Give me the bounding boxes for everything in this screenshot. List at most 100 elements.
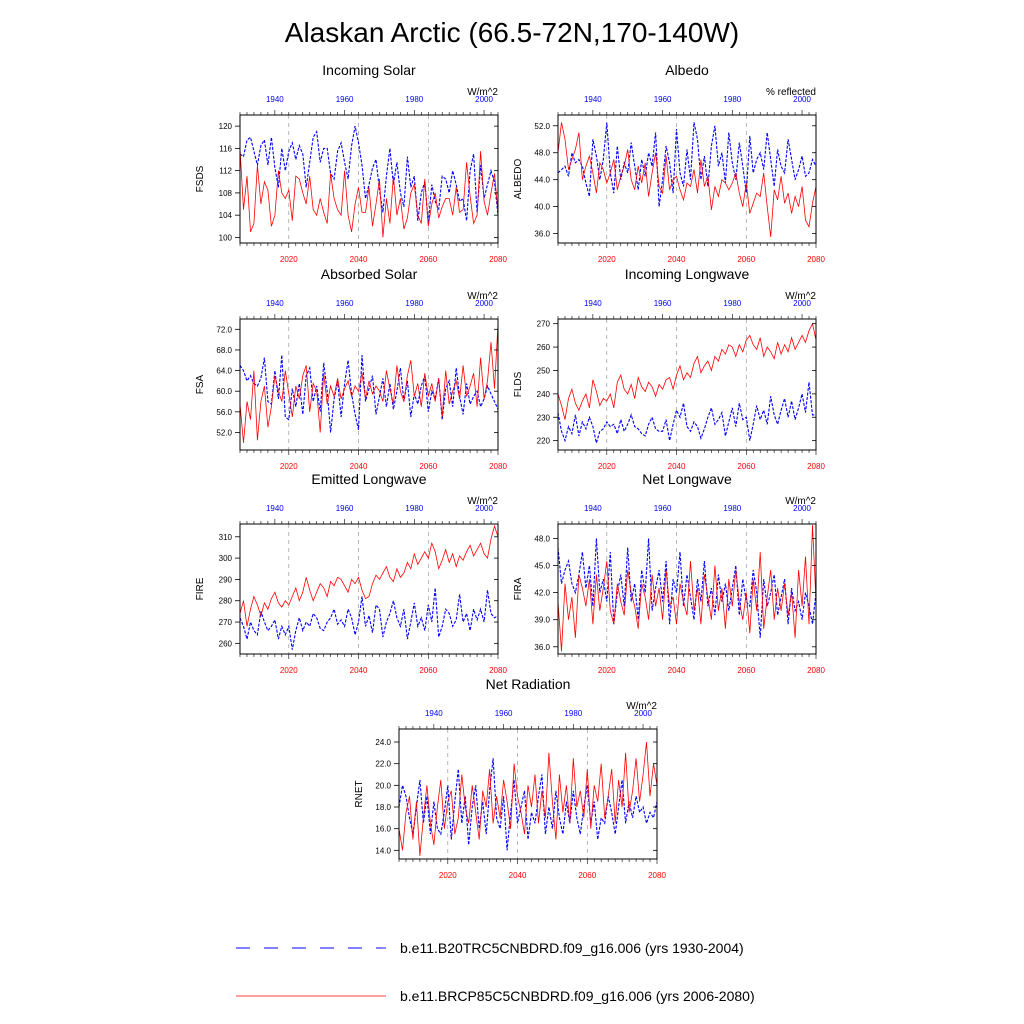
y-tick-label: 250 (537, 366, 551, 375)
top-axis-tick-label: 2000 (793, 95, 811, 104)
historical-series-line (239, 125, 499, 224)
top-axis-tick-label: 1960 (654, 504, 672, 513)
bottom-axis-tick-label: 2020 (280, 255, 298, 264)
historical-series-line (239, 587, 499, 650)
top-axis-tick-label: 1980 (405, 299, 423, 308)
top-axis-tick-label: 1940 (584, 504, 602, 513)
y-tick-label: 260 (537, 343, 551, 352)
legend: b.e11.B20TRC5CNBDRD.f09_g16.006 (yrs 193… (236, 940, 755, 1004)
top-axis-tick-label: 1960 (336, 95, 354, 104)
bottom-axis-tick-label: 2060 (737, 462, 755, 471)
y-tick-label: 270 (537, 320, 551, 329)
y-tick-label: 52.0 (216, 428, 232, 437)
y-axis-label: ALBEDO (513, 158, 524, 199)
top-axis-tick-label: 1960 (654, 299, 672, 308)
legend-label-future: b.e11.BRCP85C5CNBDRD.f09_g16.006 (yrs 20… (400, 988, 755, 1004)
bottom-axis-tick-label: 2060 (419, 255, 437, 264)
future-series-line (239, 324, 499, 443)
bottom-axis-tick-label: 2040 (350, 666, 368, 675)
top-axis-tick-label: 1980 (564, 709, 582, 718)
bottom-axis-tick-label: 2080 (807, 666, 825, 675)
y-tick-label: 56.0 (216, 408, 232, 417)
chart-panel-3: Absorbed Solar W/m^2 FSA 52.0 56.0 60.0 64.0 68… (195, 266, 507, 471)
chart-units: % reflected (766, 87, 816, 98)
bottom-axis-tick-label: 2020 (598, 462, 616, 471)
top-axis-tick-label: 2000 (475, 299, 493, 308)
chart-panel-1: Incoming Solar W/m^2 FSDS 100 104 108 112 116 12… (195, 62, 507, 264)
historical-series-line (557, 382, 816, 444)
y-tick-label: 14.0 (375, 846, 391, 855)
chart-units: W/m^2 (467, 87, 498, 98)
y-tick-label: 44.0 (534, 176, 550, 185)
figure-title: Alaskan Arctic (66.5-72N,170-140W) (285, 17, 739, 48)
top-axis-tick-label: 1960 (654, 95, 672, 104)
chart-title: Net Longwave (642, 471, 732, 487)
y-tick-label: 120 (219, 122, 233, 131)
chart-units: W/m^2 (467, 291, 498, 302)
top-axis-tick-label: 1960 (336, 299, 354, 308)
top-axis-tick-label: 1960 (336, 504, 354, 513)
top-axis-tick-label: 2000 (793, 504, 811, 513)
y-tick-label: 18.0 (375, 803, 391, 812)
top-axis-tick-label: 1960 (495, 709, 513, 718)
y-tick-label: 60.0 (216, 387, 232, 396)
bottom-axis-tick-label: 2080 (489, 462, 507, 471)
chart-units: W/m^2 (467, 496, 498, 507)
future-series-line (239, 148, 499, 238)
y-tick-label: 230 (537, 413, 551, 422)
chart-units: W/m^2 (626, 701, 657, 712)
bottom-axis-tick-label: 2040 (668, 255, 686, 264)
plot-frame (557, 318, 817, 451)
y-tick-label: 300 (219, 554, 233, 563)
top-axis-tick-label: 1980 (405, 504, 423, 513)
y-tick-label: 36.0 (534, 643, 550, 652)
future-series-line (398, 741, 658, 856)
y-axis-label: FSA (195, 374, 206, 394)
y-tick-label: 64.0 (216, 367, 232, 376)
bottom-axis-tick-label: 2080 (489, 666, 507, 675)
y-tick-label: 104 (219, 211, 233, 220)
future-series-line (239, 524, 499, 627)
y-tick-label: 40.0 (534, 203, 550, 212)
y-tick-label: 24.0 (375, 738, 391, 747)
y-tick-label: 16.0 (375, 825, 391, 834)
y-tick-label: 42.0 (534, 589, 550, 598)
top-axis-tick-label: 2000 (793, 299, 811, 308)
y-tick-label: 36.0 (534, 230, 550, 239)
y-tick-label: 72.0 (216, 325, 232, 334)
chart-units: W/m^2 (785, 496, 816, 507)
y-tick-label: 100 (219, 233, 233, 242)
future-series-line (557, 524, 817, 652)
top-axis-tick-label: 1980 (723, 299, 741, 308)
bottom-axis-tick-label: 2020 (598, 255, 616, 264)
bottom-axis-tick-label: 2060 (737, 666, 755, 675)
y-tick-label: 48.0 (534, 149, 550, 158)
chart-panel-5: Emitted Longwave W/m^2 FIRE 260 270 280 290 300… (195, 471, 507, 675)
top-axis-tick-label: 2000 (475, 95, 493, 104)
plot-frame (239, 318, 499, 451)
chart-title: Net Radiation (486, 676, 571, 692)
y-axis-label: FSDS (195, 165, 206, 192)
chart-title: Albedo (665, 62, 709, 78)
legend-label-historical: b.e11.B20TRC5CNBDRD.f09_g16.006 (yrs 193… (400, 940, 744, 956)
plot-frame (239, 114, 499, 244)
top-axis-tick-label: 1980 (723, 95, 741, 104)
top-axis-tick-label: 2000 (475, 504, 493, 513)
top-axis-tick-label: 1940 (584, 299, 602, 308)
bottom-axis-tick-label: 2080 (807, 255, 825, 264)
chart-title: Absorbed Solar (321, 266, 418, 282)
y-tick-label: 112 (219, 167, 232, 176)
bottom-axis-tick-label: 2060 (737, 255, 755, 264)
bottom-axis-tick-label: 2020 (280, 462, 298, 471)
chart-panel-2: Albedo % reflected ALBEDO 36.0 40.0 44.0 48.0 5… (513, 62, 825, 264)
bottom-axis-tick-label: 2020 (439, 871, 457, 880)
chart-title: Emitted Longwave (311, 471, 426, 487)
bottom-axis-tick-label: 2020 (280, 666, 298, 675)
chart-units: W/m^2 (785, 291, 816, 302)
y-tick-label: 48.0 (534, 534, 550, 543)
bottom-axis-tick-label: 2040 (668, 462, 686, 471)
plot-frame (239, 523, 499, 655)
top-axis-tick-label: 1940 (266, 504, 284, 513)
